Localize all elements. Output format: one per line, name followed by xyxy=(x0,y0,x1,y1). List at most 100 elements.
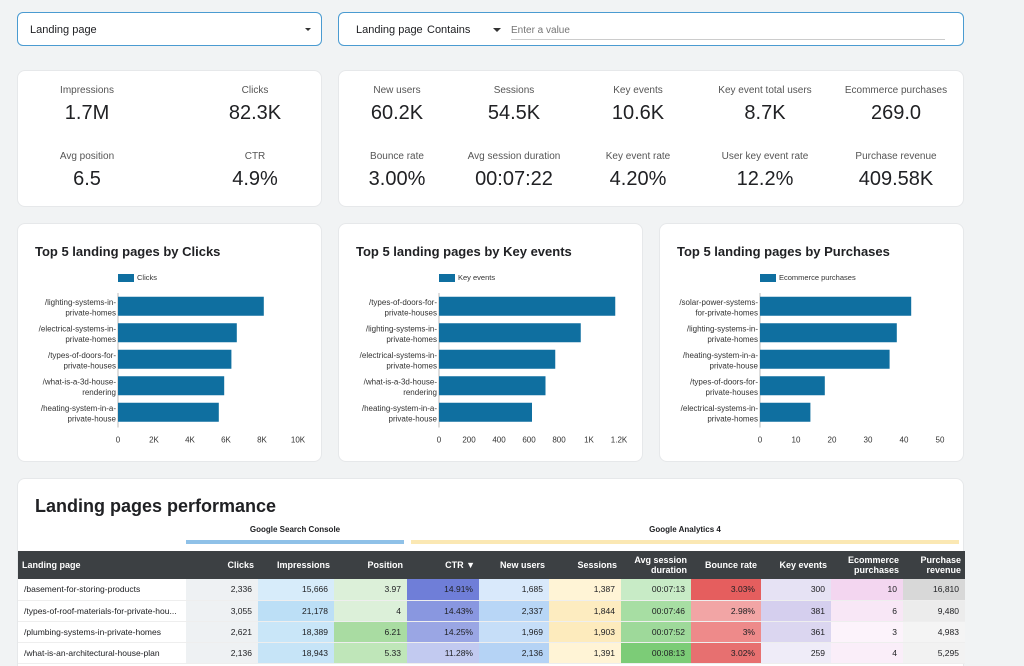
col-header-ecommerce-purchases[interactable]: Ecommerce purchases xyxy=(831,551,903,579)
group-label-gsc: Google Search Console xyxy=(249,525,341,534)
cell-position: 6.21 xyxy=(334,621,407,643)
metric-value: 4.9% xyxy=(232,168,278,190)
category-label: private-houses xyxy=(64,361,116,370)
col-header-key-events[interactable]: Key events xyxy=(761,551,831,579)
tick-label: 400 xyxy=(492,436,506,445)
cell-ctr: 11.28% xyxy=(407,642,479,664)
group-bar-ga4 xyxy=(411,540,959,544)
cell-key-events: 381 xyxy=(761,600,831,622)
metric-bounce-rate: Bounce rate 3.00% xyxy=(339,151,455,191)
col-header-purchase-revenue[interactable]: Purchase revenue xyxy=(903,551,965,579)
col-header-avg-session-duration[interactable]: Avg session duration xyxy=(621,551,691,579)
cell-bounce-rate: 3.03% xyxy=(691,579,761,601)
performance-table: Landing page Clicks Impressions Position… xyxy=(18,551,965,664)
cell-sessions: 1,844 xyxy=(549,600,621,622)
table-row[interactable]: /what-is-an-architectural-house-plan 2,13… xyxy=(18,642,965,664)
category-label: rendering xyxy=(403,388,437,397)
metric-value: 6.5 xyxy=(73,168,101,190)
bar xyxy=(439,323,581,343)
chart-card-clicks: Top 5 landing pages by Clicks Clicks /li… xyxy=(17,223,322,462)
metric-impressions: Impressions 1.7M xyxy=(18,85,156,125)
cell-avg-session-duration: 00:07:46 xyxy=(621,600,691,622)
tick-label: 4K xyxy=(185,436,195,445)
col-header-ctr[interactable]: CTR ▼ xyxy=(407,551,479,579)
landing-page-dropdown[interactable]: Landing page xyxy=(17,12,322,46)
table-row[interactable]: /plumbing-systems-in-private-homes 2,621 1… xyxy=(18,621,965,643)
group-bar-gsc xyxy=(186,540,404,544)
tick-label: 1K xyxy=(584,436,594,445)
cell-purchase-revenue: 4,983 xyxy=(903,621,965,643)
metric-label: Key events xyxy=(613,85,663,96)
cell-clicks: 3,055 xyxy=(186,600,258,622)
cell-sessions: 1,387 xyxy=(549,579,621,601)
cell-ctr: 14.43% xyxy=(407,600,479,622)
category-label: /heating-system-in-a- xyxy=(683,351,758,360)
tick-label: 2K xyxy=(149,436,159,445)
chart-card-purchases: Top 5 landing pages by Purchases Ecommer… xyxy=(659,223,964,462)
cell-impressions: 21,178 xyxy=(258,600,334,622)
col-header-clicks[interactable]: Clicks xyxy=(186,551,258,579)
metric-label: Sessions xyxy=(493,85,535,96)
col-header-sessions[interactable]: Sessions xyxy=(549,551,621,579)
cell-landing-page: /basement-for-storing-products xyxy=(18,579,186,601)
landing-page-text-filter[interactable]: Landing page Contains xyxy=(338,12,964,46)
cell-avg-session-duration: 00:07:52 xyxy=(621,621,691,643)
metric-value: 00:07:22 xyxy=(475,168,553,190)
cell-ecommerce-purchases: 6 xyxy=(831,600,903,622)
operator-label: Contains xyxy=(427,24,471,36)
cell-landing-page: /plumbing-systems-in-private-homes xyxy=(18,621,186,643)
chevron-down-icon xyxy=(305,28,311,31)
chevron-down-icon xyxy=(493,28,501,32)
metric-sessions: Sessions 54.5K xyxy=(456,85,572,125)
category-label: private-houses xyxy=(706,388,758,397)
cell-landing-page: /types-of-roof-materials-for-private-hou… xyxy=(18,600,186,622)
table-row[interactable]: /basement-for-storing-products 2,336 15,66… xyxy=(18,579,965,601)
bar xyxy=(760,349,890,369)
bar-chart-key-events: /types-of-doors-for-private-houses/light… xyxy=(360,293,628,445)
category-label: /electrical-systems-in- xyxy=(39,324,117,333)
category-label: /heating-system-in-a- xyxy=(362,404,437,413)
filter-value-input[interactable] xyxy=(511,21,945,40)
col-header-landing-page[interactable]: Landing page xyxy=(18,551,186,579)
performance-card: Landing pages performance Google Search … xyxy=(17,478,965,666)
col-header-new-users[interactable]: New users xyxy=(479,551,549,579)
cell-impressions: 15,666 xyxy=(258,579,334,601)
metric-clicks: Clicks 82.3K xyxy=(186,85,324,125)
metric-label: Avg position xyxy=(59,151,115,162)
metric-label: CTR xyxy=(244,151,266,162)
col-header-impressions[interactable]: Impressions xyxy=(258,551,334,579)
table-row[interactable]: /types-of-roof-materials-for-private-hou… xyxy=(18,600,965,622)
cell-ecommerce-purchases: 3 xyxy=(831,621,903,643)
category-label: private-homes xyxy=(386,335,437,344)
filter-field-label: Landing page xyxy=(356,24,423,36)
cell-ecommerce-purchases: 4 xyxy=(831,642,903,664)
analytics-scorecards: New users 60.2K Sessions 54.5K Key event… xyxy=(338,70,964,207)
chart-legend: Clicks xyxy=(118,273,157,282)
category-label: /electrical-systems-in- xyxy=(681,404,759,413)
operator-select[interactable]: Contains xyxy=(427,24,503,38)
metric-new-users: New users 60.2K xyxy=(339,85,455,125)
category-label: /solar-power-systems- xyxy=(679,298,758,307)
category-label: private-house xyxy=(710,361,759,370)
col-header-position[interactable]: Position xyxy=(334,551,407,579)
tick-label: 40 xyxy=(900,436,909,445)
cell-purchase-revenue: 5,295 xyxy=(903,642,965,664)
metric-ecommerce-purchases: Ecommerce purchases 269.0 xyxy=(835,85,957,125)
col-header-bounce-rate[interactable]: Bounce rate xyxy=(691,551,761,579)
cell-new-users: 2,337 xyxy=(479,600,549,622)
bar xyxy=(118,323,237,343)
tick-label: 30 xyxy=(864,436,873,445)
cell-clicks: 2,136 xyxy=(186,642,258,664)
tick-label: 200 xyxy=(462,436,476,445)
category-label: rendering xyxy=(82,388,116,397)
metric-key-event-total-users: Key event total users 8.7K xyxy=(705,85,825,125)
metric-value: 1.7M xyxy=(64,102,110,124)
group-label-ga4: Google Analytics 4 xyxy=(649,525,721,534)
metric-label: Ecommerce purchases xyxy=(844,85,948,96)
metric-key-events: Key events 10.6K xyxy=(580,85,696,125)
cell-impressions: 18,943 xyxy=(258,642,334,664)
tick-label: 10K xyxy=(291,436,306,445)
cell-sessions: 1,903 xyxy=(549,621,621,643)
cell-new-users: 1,969 xyxy=(479,621,549,643)
bar xyxy=(439,296,616,316)
